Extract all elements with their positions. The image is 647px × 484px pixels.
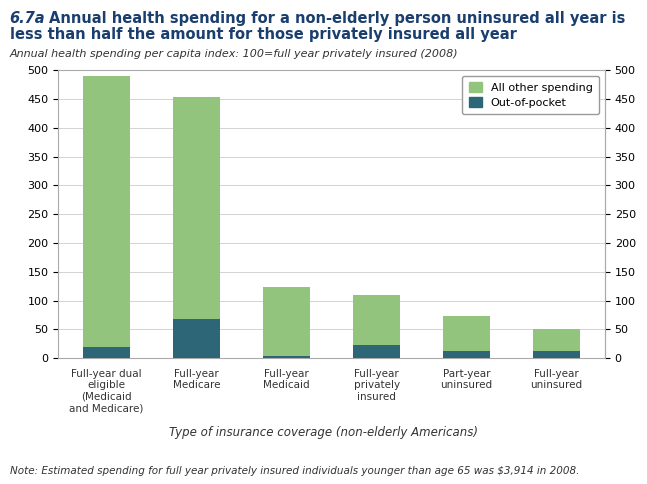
Text: 6.7a: 6.7a: [10, 11, 45, 26]
Text: Note: Estimated spending for full year privately insured individuals younger tha: Note: Estimated spending for full year p…: [10, 466, 579, 476]
Bar: [173, 319, 220, 358]
Bar: [353, 295, 400, 346]
Legend: All other spending, Out-of-pocket: All other spending, Out-of-pocket: [462, 76, 599, 114]
Bar: [263, 356, 310, 358]
Bar: [533, 351, 580, 358]
Text: less than half the amount for those privately insured all year: less than half the amount for those priv…: [10, 27, 516, 42]
Text: Type of insurance coverage (non-elderly Americans): Type of insurance coverage (non-elderly …: [169, 426, 478, 439]
Text: Annual health spending for a non-elderly person uninsured all year is: Annual health spending for a non-elderly…: [49, 11, 625, 26]
Bar: [533, 329, 580, 351]
Bar: [263, 287, 310, 356]
Bar: [83, 76, 130, 347]
Bar: [83, 347, 130, 358]
Bar: [443, 351, 490, 358]
Bar: [353, 346, 400, 358]
Text: Annual health spending per capita index: 100=full year privately insured (2008): Annual health spending per capita index:…: [10, 49, 458, 60]
Bar: [443, 316, 490, 351]
Bar: [173, 97, 220, 319]
